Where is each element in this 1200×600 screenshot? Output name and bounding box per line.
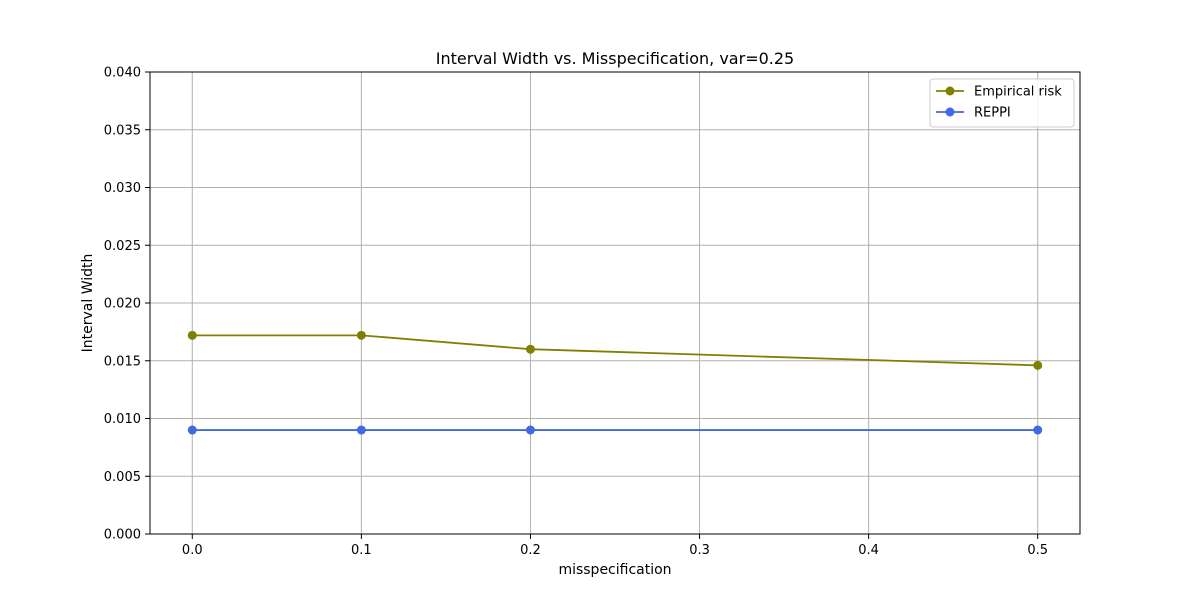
x-tick-label: 0.3 xyxy=(689,543,710,558)
legend-swatch-marker xyxy=(945,86,955,96)
series-layer xyxy=(187,330,1043,435)
y-axis-ticks: 0.000 0.005 0.010 0.015 0.020 0.025 0.030 0.035… xyxy=(104,66,150,543)
x-tick-label: 0.4 xyxy=(858,543,879,558)
legend: Empirical risk REPPI xyxy=(929,78,1075,128)
y-tick-label: 0.020 xyxy=(104,297,141,312)
legend-box xyxy=(929,78,1075,128)
legend-label: Empirical risk xyxy=(974,85,1062,100)
data-point xyxy=(187,425,197,435)
legend-label: REPPI xyxy=(974,106,1011,121)
chart-title: Interval Width vs. Misspecification, var… xyxy=(436,49,794,68)
y-tick-label: 0.040 xyxy=(104,66,141,81)
series-line xyxy=(192,334,1038,367)
y-tick-label: 0.030 xyxy=(104,181,141,196)
data-point xyxy=(525,344,535,354)
y-tick-label: 0.010 xyxy=(104,412,141,427)
x-axis-ticks: 0.0 0.1 0.2 0.3 0.4 0.5 xyxy=(182,534,1048,558)
x-tick-label: 0.0 xyxy=(182,543,203,558)
data-point xyxy=(1033,360,1043,370)
y-axis-label: Interval Width xyxy=(80,254,96,353)
legend-item: Empirical risk xyxy=(936,85,1062,100)
data-point xyxy=(356,425,366,435)
data-point xyxy=(525,425,535,435)
y-tick-label: 0.000 xyxy=(104,528,141,543)
legend-item: REPPI xyxy=(936,106,1011,121)
x-tick-label: 0.2 xyxy=(520,543,541,558)
y-tick-label: 0.035 xyxy=(104,123,141,138)
x-tick-label: 0.5 xyxy=(1027,543,1048,558)
legend-swatch-marker xyxy=(945,107,955,117)
series-reppi xyxy=(187,425,1043,435)
data-point xyxy=(1033,425,1043,435)
data-point xyxy=(356,330,366,340)
x-axis-label: misspecification xyxy=(558,562,671,578)
y-tick-label: 0.025 xyxy=(104,239,141,254)
y-tick-label: 0.015 xyxy=(104,354,141,369)
grid xyxy=(150,71,1080,535)
data-point xyxy=(187,330,197,340)
y-tick-label: 0.005 xyxy=(104,470,141,485)
x-tick-label: 0.1 xyxy=(351,543,372,558)
series-empirical-risk xyxy=(187,330,1043,370)
